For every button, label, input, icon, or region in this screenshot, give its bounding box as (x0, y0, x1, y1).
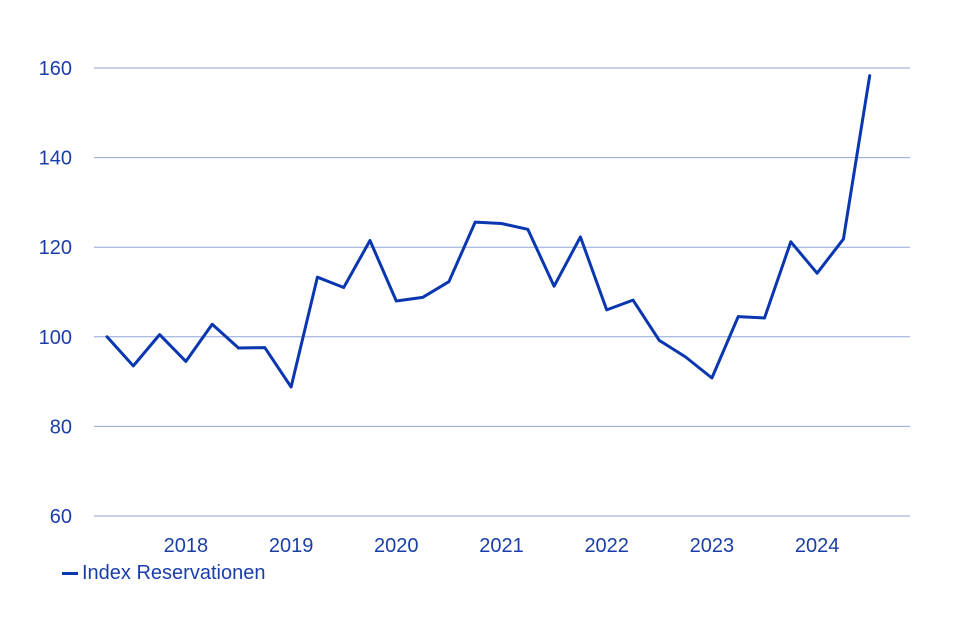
y-tick-label: 120 (39, 237, 72, 259)
legend: Index Reservationen (62, 562, 265, 585)
y-tick-label: 80 (50, 416, 72, 438)
x-axis-tick-labels: 2018 2019 2020 2021 2022 2023 2024 (164, 535, 840, 557)
x-tick-label: 2022 (584, 535, 629, 557)
legend-swatch (62, 572, 78, 575)
x-tick-label: 2020 (374, 535, 419, 557)
y-tick-label: 60 (50, 506, 72, 528)
y-tick-label: 160 (39, 58, 72, 80)
x-tick-label: 2019 (269, 535, 314, 557)
y-axis-tick-labels: 60 80 100 120 140 160 (39, 58, 72, 528)
x-tick-label: 2024 (795, 535, 840, 557)
x-tick-label: 2018 (164, 535, 209, 557)
y-tick-label: 100 (39, 327, 72, 349)
series-line-index-reservationen (105, 74, 872, 389)
x-tick-label: 2021 (479, 535, 524, 557)
gridlines (94, 67, 910, 517)
legend-label: Index Reservationen (82, 562, 266, 584)
x-tick-label: 2023 (690, 535, 735, 557)
series-lines (105, 74, 872, 389)
y-tick-label: 140 (39, 148, 72, 170)
